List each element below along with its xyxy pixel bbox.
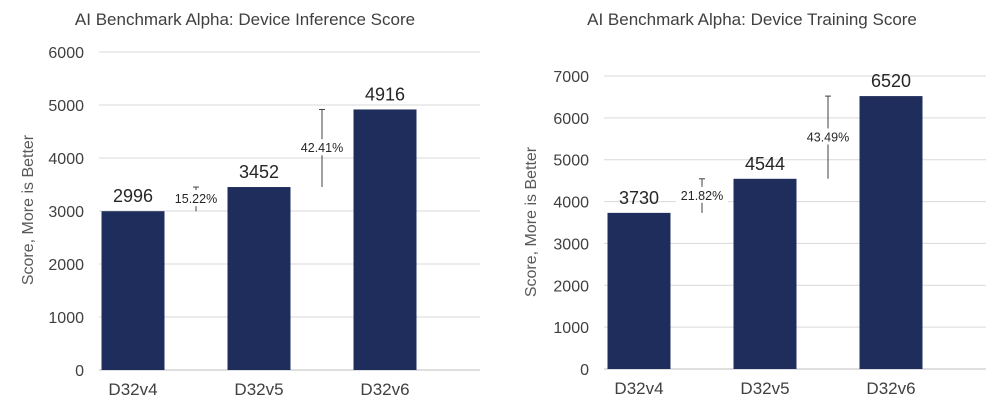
y-tick-label: 3000 (553, 236, 589, 253)
data-label: 4544 (745, 154, 785, 174)
change-label-bg (170, 190, 222, 207)
y-tick-label: 1000 (48, 310, 84, 327)
chart-title: AI Benchmark Alpha: Device Inference Sco… (75, 10, 415, 29)
data-label: 3452 (239, 162, 279, 182)
y-tick-label: 6000 (553, 111, 589, 128)
inference-chart: AI Benchmark Alpha: Device Inference Sco… (0, 0, 499, 414)
training-chart-svg: AI Benchmark Alpha: Device Training Scor… (523, 10, 986, 398)
y-tick-label: 2000 (48, 257, 84, 274)
x-tick-label: D32v4 (108, 380, 157, 399)
y-tick-label: 5000 (553, 153, 589, 170)
inference-chart-svg: AI Benchmark Alpha: Device Inference Sco… (20, 10, 480, 399)
data-label: 6520 (871, 71, 911, 91)
y-tick-label: 3000 (48, 204, 84, 221)
change-label: 43.49% (807, 130, 849, 144)
x-tick-label: D32v6 (360, 380, 409, 399)
change-label-bg (676, 186, 728, 203)
y-axis-label: Score, More is Better (20, 134, 37, 285)
bar (227, 187, 291, 370)
x-tick-label: D32v5 (234, 380, 283, 399)
change-label: 21.82% (681, 189, 723, 203)
x-tick-label: D32v5 (740, 379, 789, 398)
x-tick-label: D32v6 (866, 379, 915, 398)
data-label: 4916 (365, 84, 405, 104)
change-label: 42.41% (301, 141, 343, 155)
bar (733, 178, 797, 369)
y-tick-label: 6000 (48, 45, 84, 62)
data-label: 2996 (113, 186, 153, 206)
y-tick-label: 1000 (553, 320, 589, 337)
training-chart: AI Benchmark Alpha: Device Training Scor… (499, 0, 999, 414)
change-label-bg (802, 128, 854, 145)
bar (101, 211, 165, 370)
data-label: 3730 (619, 188, 659, 208)
y-tick-label: 4000 (553, 195, 589, 212)
chart-title: AI Benchmark Alpha: Device Training Scor… (587, 10, 917, 29)
bar (859, 96, 923, 369)
y-tick-label: 5000 (48, 98, 84, 115)
y-tick-label: 0 (580, 362, 589, 379)
change-label-bg (296, 139, 348, 156)
y-tick-label: 2000 (553, 278, 589, 295)
y-tick-label: 0 (75, 363, 84, 380)
bar (353, 109, 417, 371)
x-tick-label: D32v4 (614, 379, 663, 398)
y-tick-label: 7000 (553, 69, 589, 86)
change-label: 15.22% (175, 192, 217, 206)
y-tick-label: 4000 (48, 151, 84, 168)
y-axis-label: Score, More is Better (523, 146, 540, 297)
bar (607, 212, 671, 369)
